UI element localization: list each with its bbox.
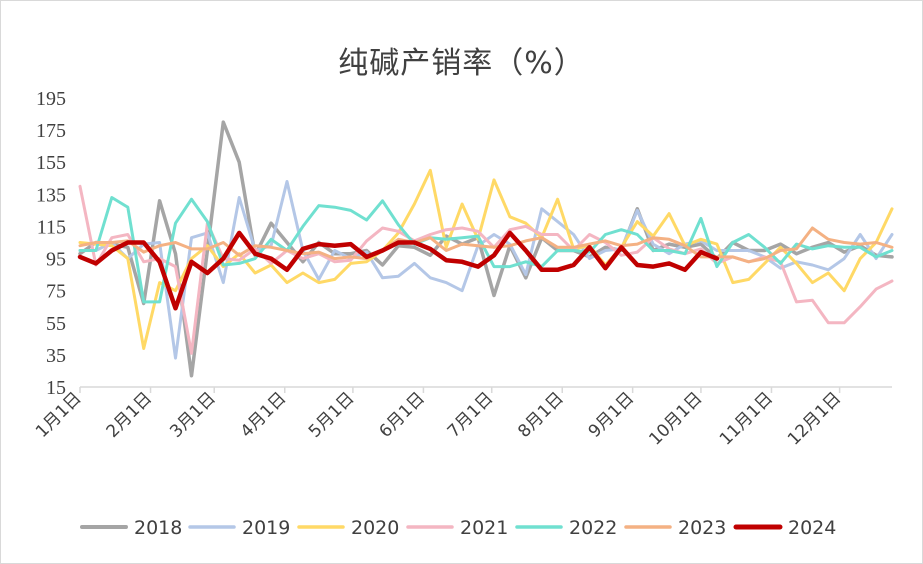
- legend-label-2022: 2022: [569, 517, 617, 539]
- y-tick-label: 155: [36, 152, 66, 174]
- series-line-2024: [77, 230, 720, 311]
- x-tick-label: 10月1日: [645, 388, 706, 449]
- y-tick-label: 75: [46, 281, 66, 303]
- legend-label-2024: 2024: [788, 517, 836, 539]
- x-tick-label: 2月1日: [103, 388, 156, 441]
- y-tick-label: 15: [46, 377, 66, 399]
- y-tick-label: 135: [36, 184, 66, 206]
- x-tick-label: 11月1日: [716, 388, 777, 449]
- series-line-2023: [78, 226, 894, 264]
- y-tick-label: 35: [46, 345, 66, 367]
- series-line-2022: [78, 196, 894, 304]
- x-tick-label: 3月1日: [166, 388, 219, 441]
- series-lines: [77, 120, 894, 378]
- legend: 2018 2019 2020 2021 2022 2023 2024: [80, 517, 836, 539]
- x-tick-label: 6月1日: [375, 388, 428, 441]
- x-tick-label: 12月1日: [784, 388, 845, 449]
- legend-label-2023: 2023: [678, 517, 726, 539]
- y-tick-label: 175: [36, 120, 66, 142]
- y-tick-label: 115: [37, 216, 66, 238]
- chart-title: 纯碱产销率（%）: [338, 46, 585, 81]
- x-tick-label: 5月1日: [305, 388, 358, 441]
- x-tick-label: 4月1日: [237, 388, 290, 441]
- y-tick-label: 95: [46, 249, 66, 271]
- y-tick-label: 55: [46, 313, 66, 335]
- x-tick-label: 9月1日: [585, 388, 638, 441]
- legend-label-2020: 2020: [351, 517, 399, 539]
- x-tick-label: 7月1日: [444, 388, 497, 441]
- series-line-2018: [78, 120, 894, 378]
- series-line-2020: [78, 168, 894, 350]
- legend-label-2018: 2018: [134, 517, 182, 539]
- y-tick-label: 195: [36, 88, 66, 110]
- legend-label-2021: 2021: [460, 517, 508, 539]
- legend-label-2019: 2019: [242, 517, 290, 539]
- x-tick-label: 8月1日: [514, 388, 567, 441]
